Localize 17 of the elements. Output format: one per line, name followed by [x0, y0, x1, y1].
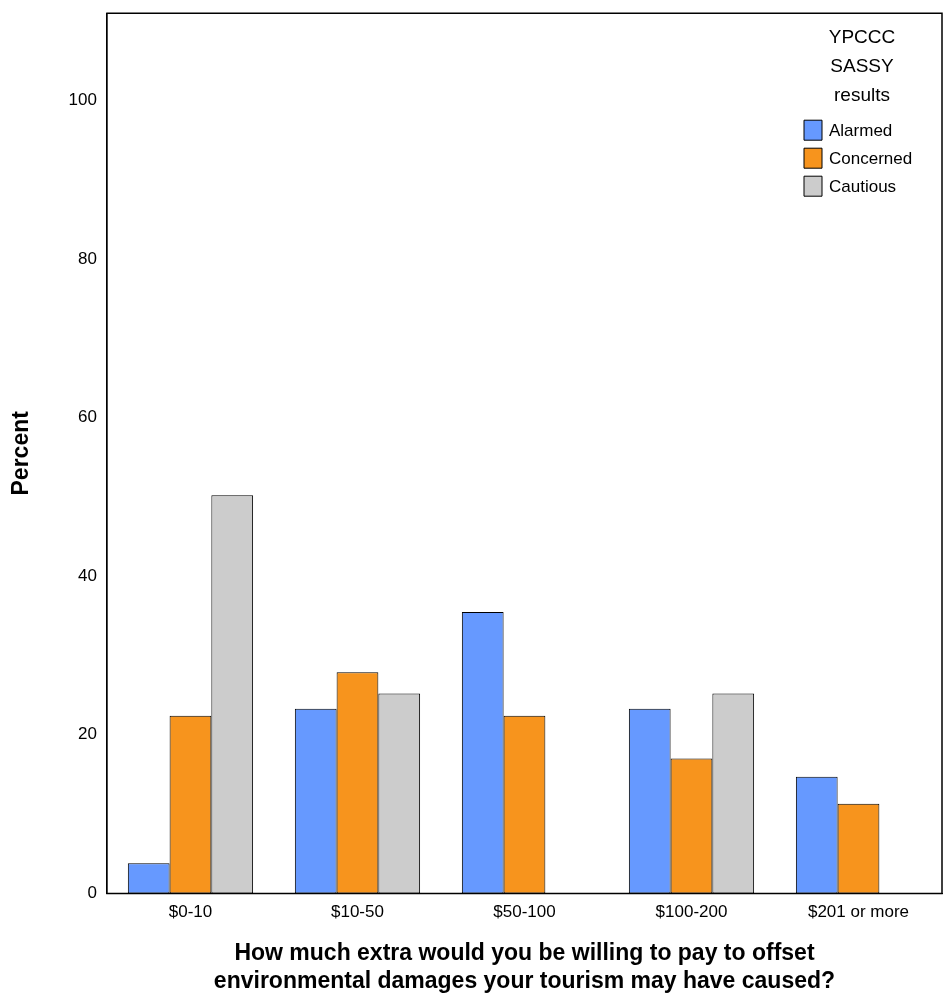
- x-tick-label: $10-50: [331, 902, 384, 922]
- y-tick-label: 20: [78, 724, 97, 744]
- legend-label: Alarmed: [829, 120, 893, 140]
- legend-label: Concerned: [829, 148, 913, 168]
- y-axis-title: Percent: [7, 410, 34, 496]
- x-axis-title: How much extra would you be willing to pay to offset environmental damages your tourism may have caused?: [213, 938, 836, 993]
- x-tick-label: $201 or more: [807, 902, 910, 922]
- x-tick-label: $0-10: [168, 902, 213, 922]
- y-tick-label: 60: [78, 407, 97, 427]
- y-tick-label: 40: [78, 565, 97, 585]
- legend-title: YPCCC SASSY results: [828, 26, 896, 106]
- x-tick-label: $50-100: [493, 902, 556, 922]
- legend-label: Cautious: [829, 176, 897, 196]
- y-tick-label: 100: [68, 90, 97, 110]
- x-tick-label: $100-200: [655, 902, 728, 922]
- y-tick-label: 0: [87, 883, 97, 903]
- y-tick-label: 80: [78, 248, 97, 268]
